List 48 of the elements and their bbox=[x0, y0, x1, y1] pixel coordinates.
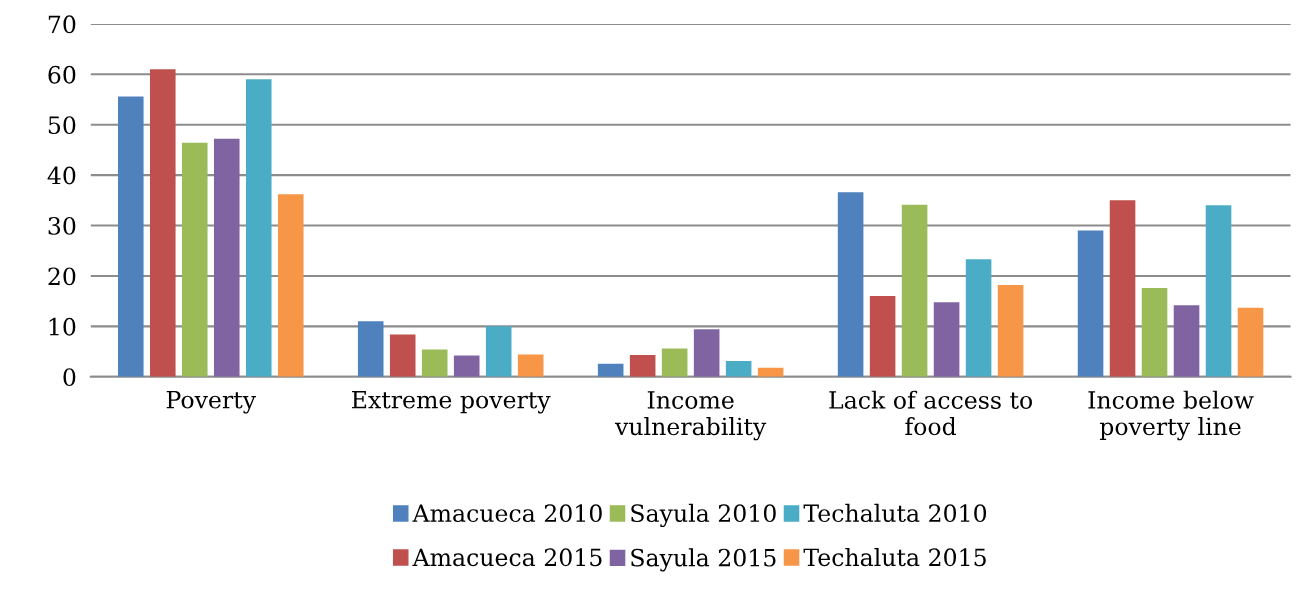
legend-label: Sayula 2010 bbox=[631, 503, 776, 528]
bar bbox=[837, 192, 864, 377]
bar bbox=[389, 334, 416, 377]
bar bbox=[453, 355, 480, 377]
bar bbox=[149, 69, 176, 377]
legend-label: Amacueca 2015 bbox=[412, 548, 602, 567]
bar bbox=[357, 321, 384, 377]
legend-label: Techaluta 2010 bbox=[803, 503, 987, 523]
bar bbox=[725, 361, 752, 377]
bar bbox=[901, 204, 928, 377]
bar bbox=[277, 194, 304, 377]
bar bbox=[213, 138, 240, 377]
bar bbox=[597, 363, 624, 377]
x-tick-label: Lack of access to food bbox=[829, 390, 1033, 436]
bar bbox=[1077, 230, 1104, 377]
bar bbox=[1141, 288, 1168, 377]
bar bbox=[933, 302, 960, 377]
x-tick-label: Income below poverty line bbox=[1088, 390, 1254, 441]
legend-label: Sayula 2015 bbox=[631, 548, 776, 572]
bar bbox=[517, 354, 544, 377]
bar bbox=[1173, 305, 1200, 377]
bar bbox=[245, 79, 272, 377]
bar bbox=[965, 259, 992, 377]
y-tick-label: 20 bbox=[48, 267, 76, 286]
bar bbox=[421, 349, 448, 377]
bar bbox=[1109, 200, 1136, 377]
bar bbox=[1205, 205, 1232, 377]
bar bbox=[117, 96, 144, 377]
x-tick-label: Poverty bbox=[166, 391, 256, 414]
y-tick-label: 30 bbox=[48, 216, 76, 235]
x-tick-label: Extreme poverty bbox=[352, 391, 551, 414]
bar bbox=[661, 348, 688, 377]
y-tick-label: 0 bbox=[63, 368, 76, 387]
bar bbox=[997, 285, 1024, 377]
bar bbox=[693, 329, 720, 377]
legend-label: Techaluta 2015 bbox=[803, 547, 986, 567]
bar bbox=[869, 296, 896, 377]
bar bbox=[1237, 307, 1264, 377]
y-tick-label: 70 bbox=[48, 15, 76, 34]
x-tick-label: Income vulnerability bbox=[614, 391, 767, 441]
bar bbox=[181, 142, 208, 377]
bar bbox=[485, 326, 512, 377]
y-tick-label: 60 bbox=[48, 65, 76, 84]
y-tick-label: 10 bbox=[49, 317, 76, 336]
y-tick-label: 50 bbox=[48, 116, 76, 135]
y-tick-label: 40 bbox=[47, 166, 76, 185]
legend-label: Amacueca 2010 bbox=[412, 504, 602, 523]
bar bbox=[629, 355, 656, 377]
